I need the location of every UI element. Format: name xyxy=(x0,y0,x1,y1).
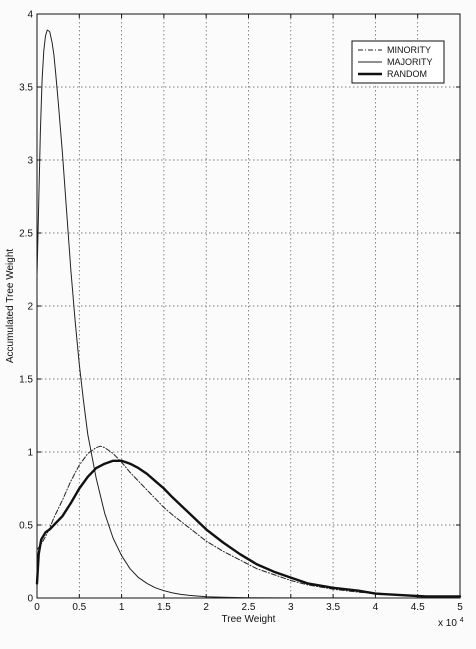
y-tick-label: 0 xyxy=(27,594,33,605)
x-axis-label: Tree Weight xyxy=(222,614,276,625)
x-tick-label: 2 xyxy=(203,602,209,613)
x-multiplier-exponent: 4 xyxy=(460,617,464,624)
x-tick-label: 4.5 xyxy=(411,602,425,613)
x-tick-label: 3.5 xyxy=(326,602,340,613)
y-tick-label: 2 xyxy=(27,302,33,313)
x-tick-label: 1.5 xyxy=(157,602,171,613)
series-lines xyxy=(35,29,462,599)
x-tick-label: 5 xyxy=(457,602,463,613)
y-tick-label: 2.5 xyxy=(19,229,33,240)
x-tick-label: 0.5 xyxy=(72,602,86,613)
y-tick-label: 0.5 xyxy=(19,521,33,532)
x-tick-label: 2.5 xyxy=(242,602,256,613)
y-tick-label: 4 xyxy=(27,10,33,21)
x-multiplier-base: x 10 xyxy=(438,618,457,629)
x-axis-multiplier: x 10 4 xyxy=(438,617,464,629)
x-tick-label: 4 xyxy=(373,602,379,613)
legend-label-minority: MINORITY xyxy=(387,45,431,55)
x-tick-label: 0 xyxy=(34,602,40,613)
x-tick-label: 3 xyxy=(288,602,294,613)
x-tick-label: 1 xyxy=(119,602,125,613)
legend: MINORITY MAJORITY RANDOM xyxy=(351,40,445,84)
legend-label-majority: MAJORITY xyxy=(387,57,433,67)
y-axis-label: Accumulated Tree Weight xyxy=(5,249,16,364)
y-tick-label: 1.5 xyxy=(19,375,33,386)
series-line-minority xyxy=(36,445,461,597)
y-tick-label: 3 xyxy=(27,156,33,167)
y-tick-label: 1 xyxy=(27,448,33,459)
series-line-majority xyxy=(36,29,461,599)
ticks: 0 0.5 1 1.5 2 2.5 3 3.5 4 4.5 5 0 0.5 1 1.5 2 2.5 3 3.5 4 xyxy=(19,10,463,614)
series-line-random xyxy=(35,459,462,598)
grid xyxy=(37,14,460,598)
y-tick-label: 3.5 xyxy=(19,83,33,94)
legend-label-random: RANDOM xyxy=(387,69,427,79)
